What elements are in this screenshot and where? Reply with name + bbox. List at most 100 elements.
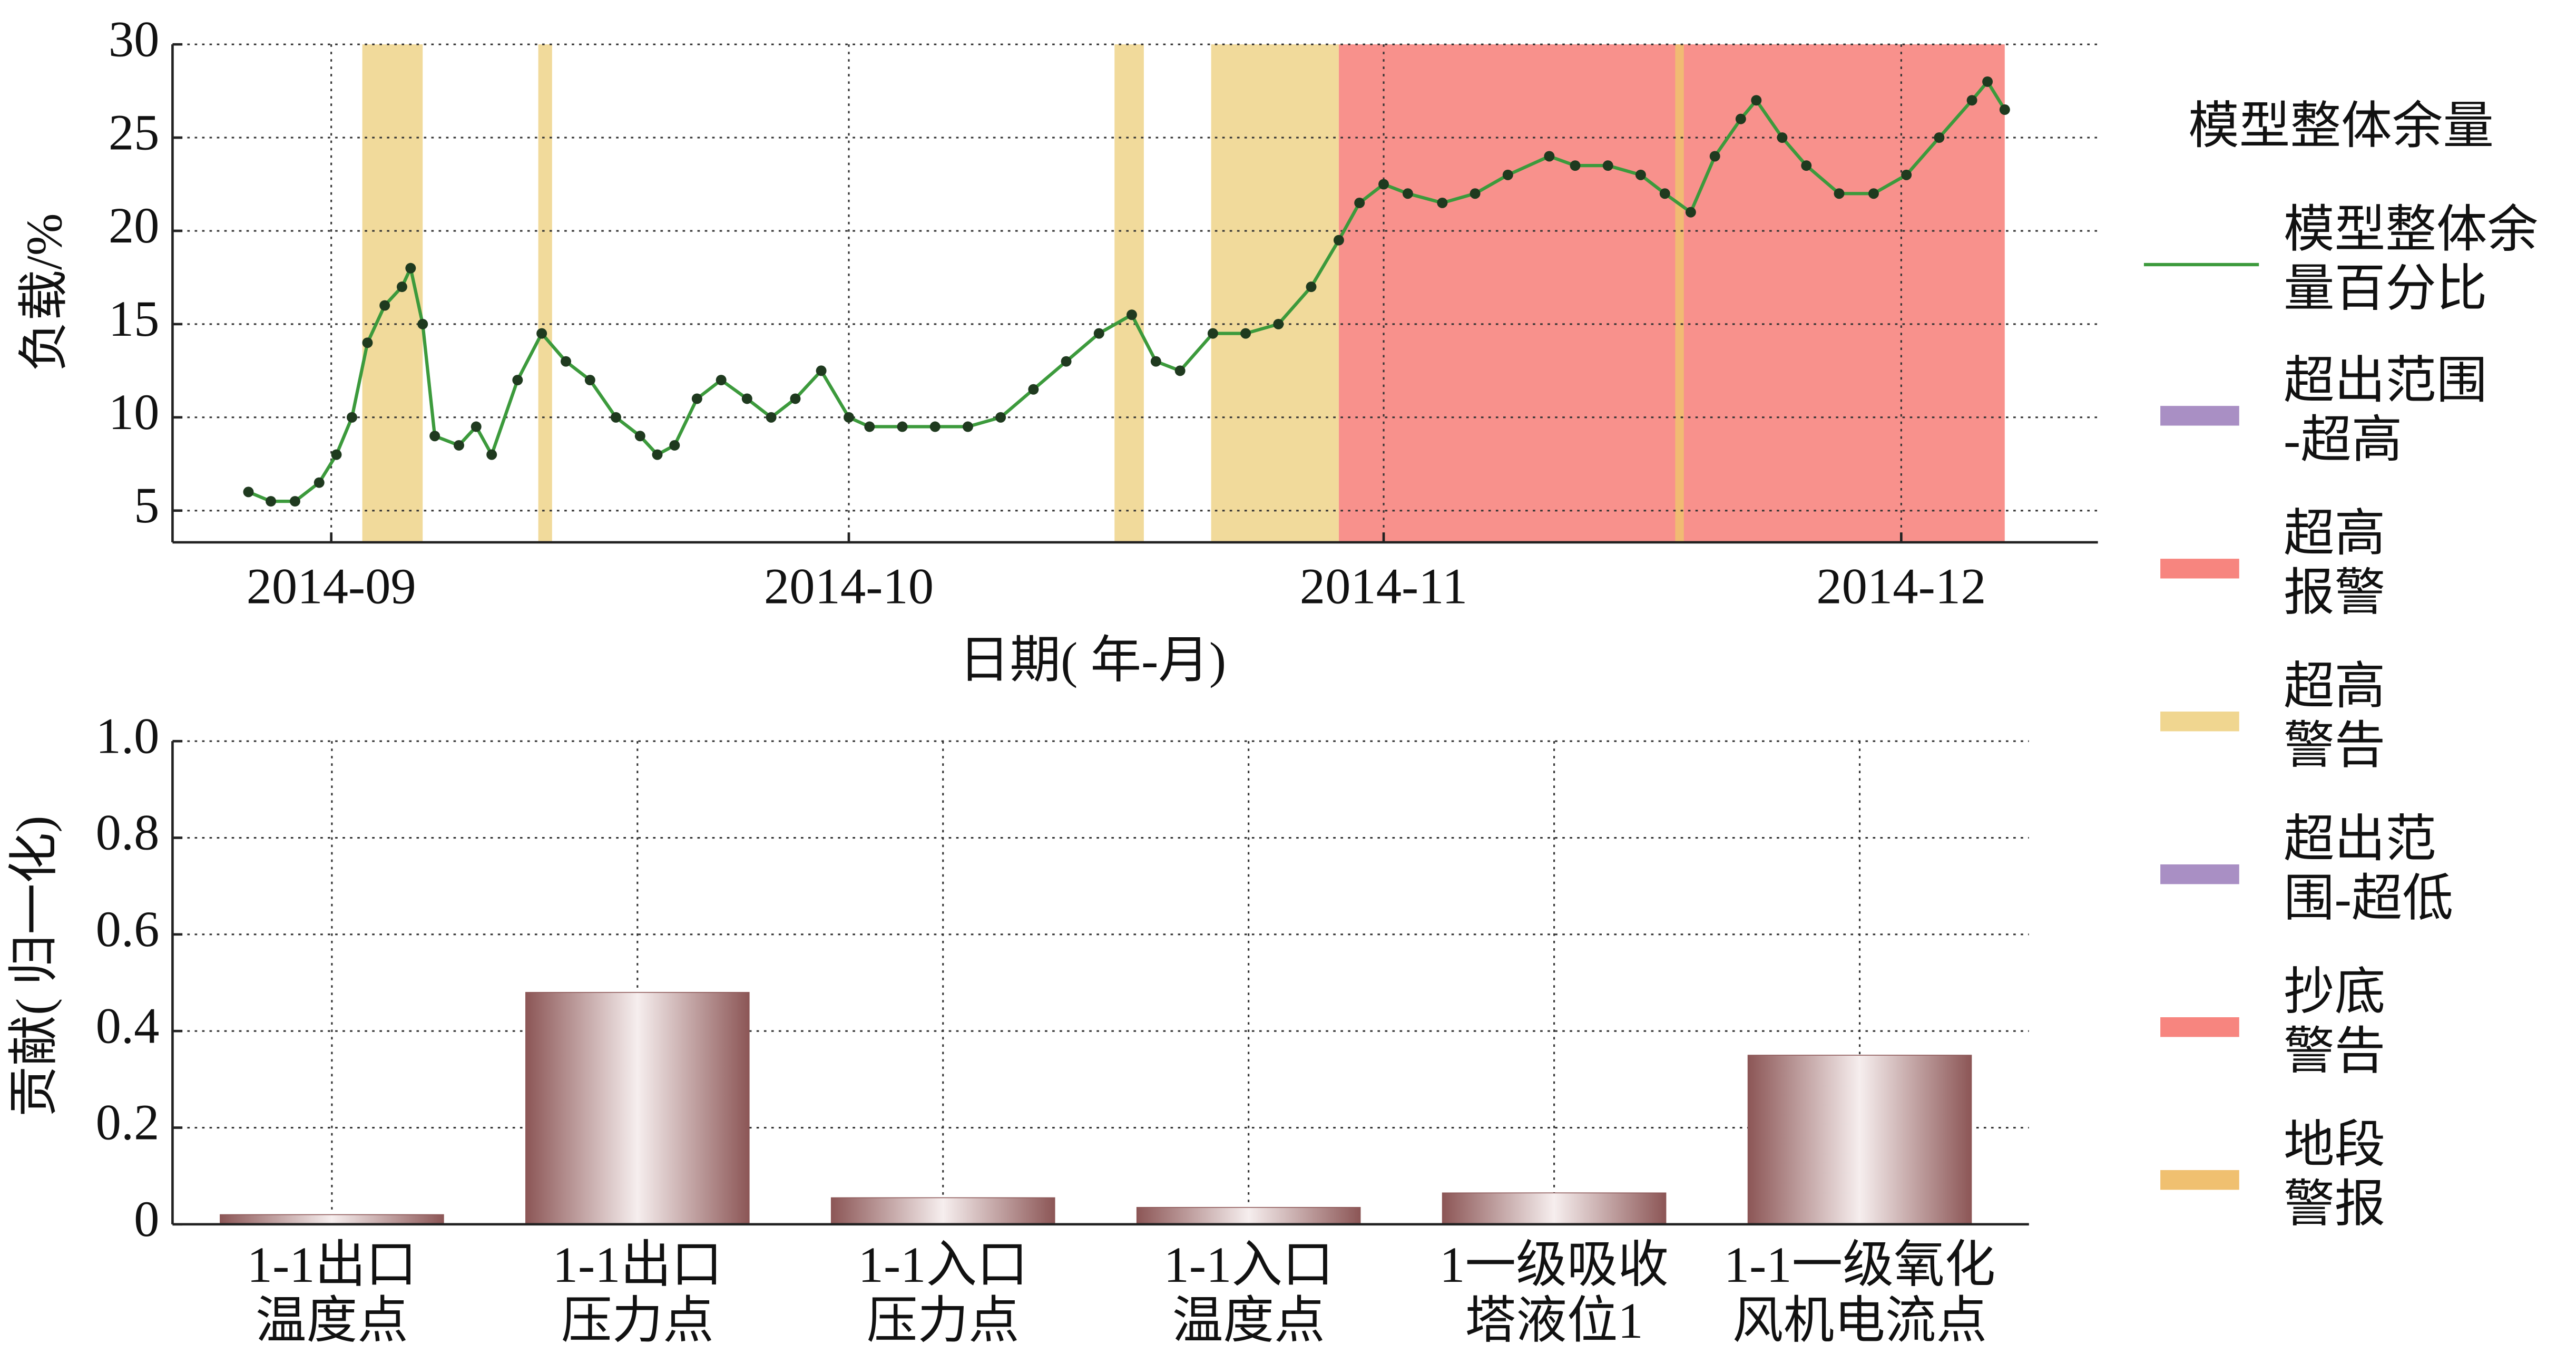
x-tick-label-line: 1一级吸收	[1439, 1237, 1669, 1293]
x-tick-label: 1-1出口温度点	[247, 1237, 417, 1349]
legend-label-line: 抄底	[2284, 964, 2385, 1020]
point	[486, 449, 497, 460]
point	[1306, 281, 1317, 293]
y-tick-label: 1.0	[96, 707, 160, 764]
point	[1273, 318, 1284, 329]
legend-label-line: 警告	[2284, 1023, 2385, 1079]
x-tick-label: 1-1一级氧化风机电流点	[1724, 1237, 1995, 1349]
point	[243, 486, 254, 498]
legend-label-line: 量百分比	[2284, 260, 2487, 317]
legend-label: 超出范围-超高	[2284, 353, 2487, 468]
band	[1338, 44, 2005, 542]
point	[669, 440, 680, 451]
series-line	[248, 79, 2006, 503]
band	[1675, 44, 1684, 542]
point	[844, 412, 854, 423]
point	[766, 412, 777, 423]
x-tick-label-line: 1-1入口	[1164, 1237, 1334, 1293]
point	[1570, 160, 1581, 171]
legend-label: 模型整体余量百分比	[2284, 201, 2538, 317]
x-tick-label: 1-1入口温度点	[1164, 1237, 1334, 1349]
point	[1735, 113, 1746, 124]
point	[1982, 76, 1993, 87]
y-tick-label: 15	[109, 290, 160, 347]
point	[1602, 160, 1613, 171]
point	[1685, 207, 1696, 218]
y-tick-label: 0.4	[96, 997, 160, 1054]
point	[1635, 169, 1646, 180]
legend-swatch	[2160, 1170, 2239, 1190]
point	[1150, 356, 1161, 367]
point	[716, 375, 727, 386]
point	[652, 449, 663, 460]
point	[962, 421, 973, 432]
legend-swatch	[2160, 406, 2239, 426]
point	[561, 356, 571, 367]
point	[1470, 188, 1481, 199]
legend-label: 超高警告	[2284, 658, 2385, 774]
x-tick-label: 1-1出口压力点	[553, 1237, 722, 1349]
point	[1502, 169, 1513, 180]
point	[1333, 235, 1344, 246]
x-tick-label-line: 1-1入口	[858, 1237, 1028, 1293]
point	[362, 337, 373, 348]
point	[1966, 95, 1977, 106]
point	[1354, 197, 1365, 208]
point	[289, 496, 300, 507]
legend-label: 超出范围-超低	[2284, 811, 2453, 927]
x-tick-label: 1一级吸收塔液位1	[1439, 1237, 1669, 1349]
y-tick-label: 0.2	[96, 1094, 160, 1151]
point	[897, 421, 908, 432]
x-tick-label: 2014-10	[764, 558, 934, 615]
point	[816, 365, 827, 376]
legend-label-line: 警报	[2284, 1176, 2385, 1232]
point	[1093, 328, 1104, 339]
point	[790, 393, 801, 404]
point	[1659, 188, 1670, 199]
y-tick-label: 30	[109, 11, 160, 67]
x-tick-label-line: 温度点	[256, 1292, 408, 1349]
legend-swatch	[2160, 559, 2239, 579]
point	[691, 393, 702, 404]
point	[584, 375, 595, 386]
x-tick-label-line: 1-1出口	[247, 1237, 417, 1293]
point	[396, 281, 407, 293]
point	[1901, 169, 1912, 180]
legend-label-line: 超出范	[2284, 811, 2436, 868]
point	[1934, 132, 1945, 143]
x-tick-label-line: 1-1一级氧化	[1724, 1237, 1995, 1293]
bar	[1747, 1055, 1972, 1225]
y-tick-label: 20	[109, 197, 160, 254]
point	[1127, 309, 1137, 320]
legend-label-line: 报警	[2284, 564, 2385, 621]
legend-label-line: 超高	[2284, 505, 2385, 562]
legend-label-line: -超高	[2284, 412, 2402, 468]
point	[379, 300, 390, 311]
legend-label-line: 围-超低	[2284, 870, 2453, 927]
point	[1777, 132, 1788, 143]
point	[417, 318, 428, 329]
band	[538, 44, 552, 542]
bar	[1136, 1206, 1361, 1225]
point	[471, 421, 482, 432]
x-tick-label-line: 1-1出口	[553, 1237, 722, 1293]
x-tick-label-line: 压力点	[867, 1292, 1020, 1349]
point	[1544, 151, 1555, 162]
legend-swatch	[2160, 864, 2239, 884]
x-tick-label-line: 温度点	[1172, 1292, 1325, 1349]
legend-swatch	[2160, 1017, 2239, 1037]
point	[1174, 365, 1186, 376]
x-tick-label: 2014-12	[1816, 558, 1986, 615]
x-tick-label-line: 塔液位1	[1465, 1292, 1643, 1349]
point	[1834, 188, 1845, 199]
bar	[220, 1214, 444, 1225]
point	[1751, 95, 1762, 106]
legend-label: 抄底警告	[2284, 964, 2385, 1079]
point	[454, 440, 464, 451]
bar	[525, 992, 750, 1225]
legend-label-line: 超出范围	[2284, 353, 2487, 409]
point	[536, 328, 547, 339]
point	[346, 412, 357, 423]
x-tick-label: 2014-11	[1300, 558, 1468, 615]
